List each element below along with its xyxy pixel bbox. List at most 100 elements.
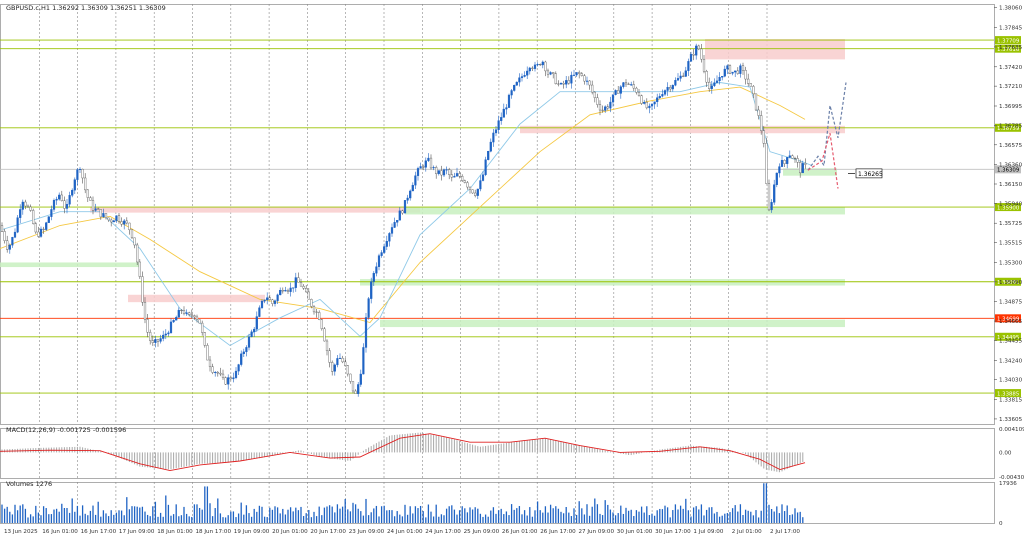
price-zone xyxy=(380,319,845,328)
forecast-paths: 1.36265 xyxy=(807,82,883,189)
candle-body xyxy=(780,160,784,167)
candle-body xyxy=(344,361,347,366)
x-tick-label: 18 Jun 17:00 xyxy=(196,529,232,535)
candle-body xyxy=(731,71,734,74)
candle-body xyxy=(156,339,160,342)
candle-body xyxy=(91,200,95,211)
y-tick-label: 1.35090 xyxy=(999,280,1023,286)
candle-body xyxy=(76,169,79,180)
candle-body xyxy=(432,167,435,169)
candle-body xyxy=(416,168,420,176)
candle-body xyxy=(796,158,799,163)
candle-body xyxy=(663,90,667,95)
candle-body xyxy=(788,155,791,158)
candle-body xyxy=(635,87,638,93)
candle-body xyxy=(700,48,703,60)
candle-body xyxy=(429,157,433,169)
candle-body xyxy=(801,163,804,174)
level-tag xyxy=(995,277,1021,286)
candle-body xyxy=(674,80,677,86)
volume-panel: 17936 0 xyxy=(1,481,1017,527)
candle-body xyxy=(185,312,188,314)
level-tag xyxy=(995,314,1021,323)
forecast-box xyxy=(855,168,883,179)
candle-body xyxy=(627,83,630,85)
candle-body xyxy=(531,67,534,69)
candle-body xyxy=(336,358,339,366)
candle-body xyxy=(598,104,602,111)
price-zone xyxy=(405,207,845,215)
level-tag-label: 1.34699 xyxy=(997,317,1020,323)
candle-body xyxy=(570,74,573,84)
candle-body xyxy=(224,377,227,385)
candle-body xyxy=(125,220,128,224)
candle-body xyxy=(94,208,97,211)
candle-body xyxy=(445,169,448,171)
macd-panel: 0.004109 0.00 -0.004305 xyxy=(0,427,1024,481)
panel-frame xyxy=(0,4,995,425)
candle-body xyxy=(24,201,27,207)
candle-body xyxy=(169,321,173,334)
candle-body xyxy=(489,141,492,152)
candle-body xyxy=(307,291,310,300)
candle-body xyxy=(403,200,407,214)
candle-body xyxy=(63,200,66,209)
x-tick-label: 20 Jun 17:00 xyxy=(310,529,346,535)
candle-body xyxy=(102,213,105,218)
candle-body xyxy=(461,176,464,181)
candle-body xyxy=(510,90,513,96)
candle-body xyxy=(562,83,565,85)
candle-body xyxy=(637,92,641,96)
candles xyxy=(0,43,807,397)
level-tag xyxy=(995,123,1021,132)
candle-body xyxy=(245,347,248,353)
candle-body xyxy=(492,132,495,143)
candle-body xyxy=(346,365,349,375)
symbol-header: GBPUSD.c,H1 1.36292 1.36309 1.36251 1.36… xyxy=(6,4,166,12)
candle-body xyxy=(162,334,165,339)
candle-body xyxy=(341,357,344,363)
candle-body xyxy=(164,333,167,336)
candle-body xyxy=(45,222,48,230)
candle-body xyxy=(565,80,568,85)
candle-body xyxy=(175,317,178,321)
candle-body xyxy=(513,85,516,91)
candle-body xyxy=(286,290,290,292)
candle-body xyxy=(726,65,729,70)
candle-body xyxy=(104,213,108,219)
candle-body xyxy=(427,157,430,161)
candle-body xyxy=(6,240,9,250)
candle-body xyxy=(123,220,126,225)
candle-body xyxy=(247,336,251,348)
candle-body xyxy=(172,320,175,323)
level-tag xyxy=(995,36,1021,45)
candle-body xyxy=(682,75,685,77)
candle-body xyxy=(328,350,331,363)
candle-body xyxy=(97,208,100,210)
candle-body xyxy=(505,107,508,110)
candle-body xyxy=(325,340,329,351)
candle-body xyxy=(203,332,206,346)
candle-body xyxy=(29,206,32,211)
candle-body xyxy=(757,109,760,116)
candle-body xyxy=(154,339,157,344)
candle-body xyxy=(526,70,529,76)
candle-body xyxy=(669,87,672,90)
candle-body xyxy=(120,221,123,225)
candle-body xyxy=(294,277,297,288)
level-tag-label: 1.34495 xyxy=(997,335,1019,341)
candle-body xyxy=(736,70,739,74)
level-tag xyxy=(995,389,1021,398)
candle-body xyxy=(630,84,633,86)
x-tick-label: 2 Jul 01:00 xyxy=(732,529,762,535)
candle-body xyxy=(107,217,110,221)
axes: 13 Jun 2025 16 Jun 01:00 16 Jun 17:00 17 Ju… xyxy=(4,6,1023,535)
candle-body xyxy=(741,65,745,71)
candle-body xyxy=(437,170,440,174)
candle-body xyxy=(26,205,30,208)
y-tick-label: 1.34455 xyxy=(999,338,1023,344)
candle-body xyxy=(747,78,750,84)
candle-body xyxy=(180,309,183,311)
